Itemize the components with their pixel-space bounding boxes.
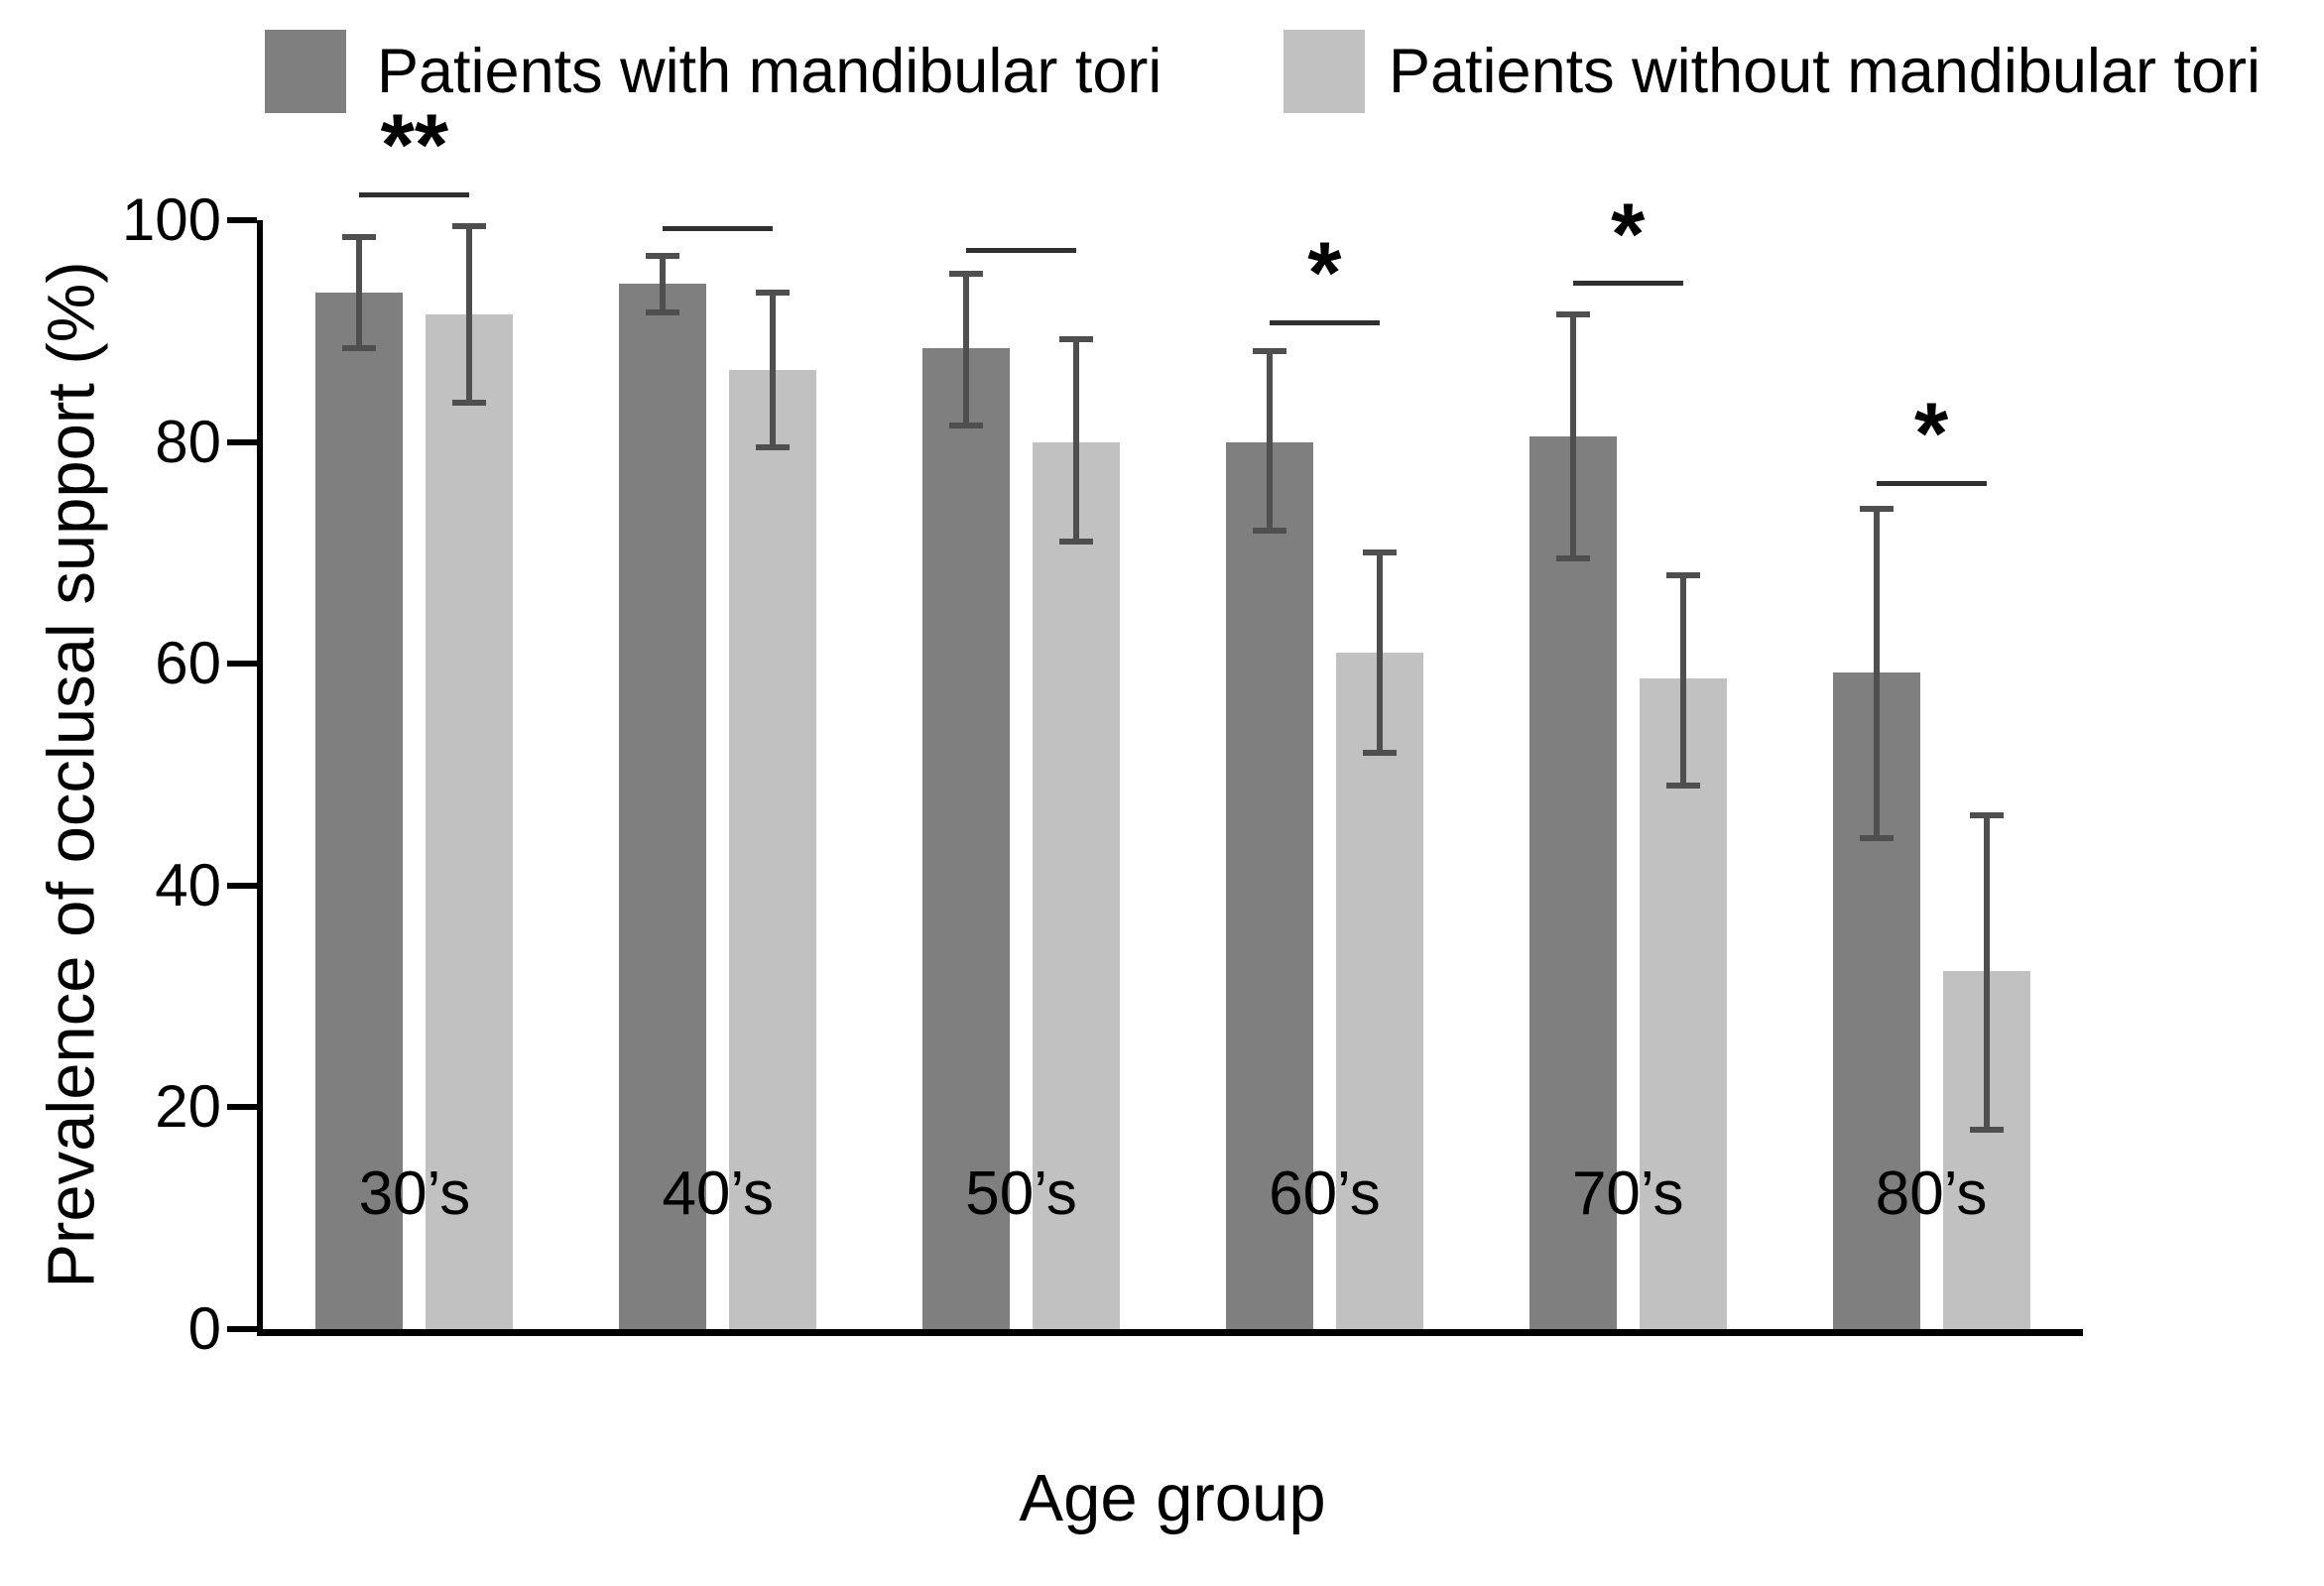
significance-line-30s <box>359 192 470 198</box>
error-cap-low-with-tori-40s <box>646 308 680 315</box>
plot-area: ** * * * <box>227 101 2083 1336</box>
error-cap-high-without-tori-40s <box>756 289 791 296</box>
bar-without-tori-40s <box>729 369 817 1329</box>
y-tick-label-20: 20 <box>155 1073 221 1141</box>
significance-label-70s: * <box>1611 183 1646 283</box>
error-cap-high-without-tori-80s <box>1969 812 2004 819</box>
x-axis-title: Age group <box>1019 1461 1326 1535</box>
legend-label-with-tori: Patients with mandibular tori <box>377 37 1162 106</box>
bar-with-tori-40s <box>619 283 707 1329</box>
y-tick-label-100: 100 <box>121 186 221 253</box>
significance-label-80s: * <box>1913 383 1949 482</box>
y-tick-60 <box>227 661 257 668</box>
legend-swatch-without-tori <box>1284 30 1365 113</box>
error-bar-with-tori-70s <box>1569 314 1576 558</box>
error-cap-low-with-tori-30s <box>342 344 377 351</box>
x-axis-line <box>257 1329 2083 1336</box>
legend-swatch-with-tori <box>265 30 346 113</box>
y-axis-line <box>257 220 263 1335</box>
bar-with-tori-30s <box>315 292 404 1329</box>
error-cap-low-with-tori-50s <box>949 422 984 428</box>
significance-line-50s <box>966 247 1077 253</box>
error-cap-high-with-tori-40s <box>646 252 680 259</box>
error-cap-high-with-tori-80s <box>1859 505 1894 512</box>
bar-with-tori-60s <box>1225 441 1313 1329</box>
error-cap-high-without-tori-60s <box>1362 549 1397 556</box>
bar-with-tori-70s <box>1529 436 1617 1329</box>
y-tick-40 <box>227 882 257 889</box>
error-bar-without-tori-30s <box>466 225 473 404</box>
y-tick-label-80: 80 <box>155 408 221 475</box>
y-tick-100 <box>227 217 257 223</box>
error-cap-high-with-tori-70s <box>1555 311 1590 318</box>
error-cap-low-with-tori-60s <box>1252 528 1286 535</box>
significance-line-40s <box>663 225 774 231</box>
x-category-label-30s: 30’s <box>358 1159 471 1228</box>
significance-label-60s: * <box>1307 222 1342 321</box>
error-bar-with-tori-30s <box>356 236 363 348</box>
x-category-label-60s: 60’s <box>1269 1159 1381 1228</box>
error-bar-without-tori-60s <box>1376 552 1383 753</box>
significance-line-80s <box>1876 480 1987 486</box>
error-bar-with-tori-50s <box>963 273 970 426</box>
error-cap-high-with-tori-30s <box>342 233 377 240</box>
error-cap-high-with-tori-50s <box>949 270 984 277</box>
bar-without-tori-60s <box>1335 653 1423 1329</box>
bar-without-tori-30s <box>426 314 514 1329</box>
error-bar-without-tori-70s <box>1679 574 1686 787</box>
error-cap-low-with-tori-80s <box>1859 834 1894 841</box>
error-bar-with-tori-80s <box>1873 508 1880 838</box>
error-cap-low-without-tori-60s <box>1362 749 1397 756</box>
error-cap-low-without-tori-50s <box>1059 539 1094 546</box>
x-category-label-70s: 70’s <box>1571 1159 1684 1228</box>
error-cap-low-without-tori-80s <box>1969 1126 2004 1133</box>
x-category-label-50s: 50’s <box>965 1159 1077 1228</box>
error-cap-low-without-tori-30s <box>452 400 487 407</box>
significance-line-70s <box>1572 281 1683 287</box>
error-bar-without-tori-50s <box>1073 338 1080 543</box>
error-cap-high-without-tori-50s <box>1059 335 1094 342</box>
error-bar-with-tori-60s <box>1266 350 1273 532</box>
y-tick-0 <box>227 1326 257 1332</box>
y-tick-label-60: 60 <box>155 630 221 697</box>
y-tick-20 <box>227 1104 257 1111</box>
bar-without-tori-50s <box>1033 441 1121 1329</box>
bar-with-tori-50s <box>922 347 1011 1329</box>
y-tick-label-0: 0 <box>187 1295 221 1362</box>
error-bar-without-tori-40s <box>770 292 777 448</box>
legend-label-without-tori: Patients without mandibular tori <box>1389 37 2261 106</box>
x-category-label-80s: 80’s <box>1875 1159 1988 1228</box>
error-cap-high-with-tori-60s <box>1252 347 1286 354</box>
error-bar-without-tori-80s <box>1983 815 1990 1130</box>
error-cap-low-with-tori-70s <box>1555 554 1590 561</box>
x-category-label-40s: 40’s <box>662 1159 775 1228</box>
significance-label-30s: ** <box>380 95 449 194</box>
error-cap-low-without-tori-70s <box>1665 783 1700 790</box>
error-bar-with-tori-40s <box>660 255 667 312</box>
y-tick-label-40: 40 <box>155 851 221 918</box>
error-cap-high-without-tori-70s <box>1665 571 1700 578</box>
significance-line-60s <box>1269 319 1380 325</box>
error-cap-high-without-tori-30s <box>452 222 487 229</box>
error-cap-low-without-tori-40s <box>756 444 791 451</box>
y-tick-80 <box>227 438 257 445</box>
